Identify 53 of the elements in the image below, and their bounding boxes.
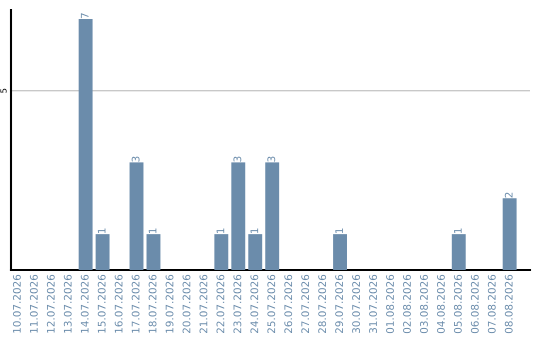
x-tick-label: 06.08.2026 <box>470 274 479 334</box>
bar <box>231 162 246 270</box>
data-label: 7 <box>80 13 88 18</box>
bar <box>130 162 144 270</box>
x-tick-label: 02.08.2026 <box>403 274 411 334</box>
bar <box>452 234 466 270</box>
x-tick-label: 20.07.2026 <box>182 274 190 334</box>
x-tick-label: 12.07.2026 <box>46 274 55 333</box>
x-tick-label: 10.07.2026 <box>12 274 21 333</box>
x-tick-label: 14.07.2026 <box>80 274 89 333</box>
bar <box>502 198 517 270</box>
x-tick-label: 24.07.2026 <box>250 274 258 334</box>
bar <box>96 234 110 270</box>
bar <box>214 234 228 270</box>
data-label: 3 <box>233 156 242 162</box>
x-tick-label: 21.07.2026 <box>199 274 208 334</box>
x-tick-label: 13.07.2026 <box>64 274 72 333</box>
x-tick-label: 29.07.2026 <box>335 274 344 334</box>
x-tick-label: 05.08.2026 <box>454 274 462 334</box>
x-tick-label: 15.07.2026 <box>98 274 106 333</box>
x-tick-label: 30.07.2026 <box>352 274 360 334</box>
bar <box>78 18 93 270</box>
data-label: 2 <box>504 192 513 198</box>
x-tick-label: 22.07.2026 <box>216 274 224 334</box>
x-tick-label: 23.07.2026 <box>233 274 242 334</box>
x-tick-label: 17.07.2026 <box>132 274 140 333</box>
data-label: 1 <box>216 228 224 233</box>
data-label: 1 <box>454 228 462 233</box>
x-tick-label: 07.08.2026 <box>488 274 496 334</box>
x-tick-label: 16.07.2026 <box>114 274 123 333</box>
x-tick-label: 19.07.2026 <box>166 274 174 333</box>
bar <box>146 234 160 270</box>
x-tick-label: 25.07.2026 <box>267 274 276 334</box>
x-tick-label: 31.07.2026 <box>369 274 377 334</box>
y-tick-label: 5 <box>0 88 7 93</box>
data-label: 3 <box>267 156 276 162</box>
x-tick-label: 28.07.2026 <box>318 274 326 334</box>
data-label: 1 <box>98 228 106 233</box>
x-tick-label: 03.08.2026 <box>420 274 428 334</box>
data-label: 1 <box>335 228 343 233</box>
x-tick-label: 04.08.2026 <box>436 274 445 334</box>
x-tick-label: 27.07.2026 <box>301 274 310 334</box>
bar <box>265 162 280 270</box>
x-tick-label: 11.07.2026 <box>30 274 38 333</box>
x-tick-label: 18.07.2026 <box>148 274 156 333</box>
bar <box>248 234 262 270</box>
bar <box>333 234 347 270</box>
data-label: 1 <box>148 228 156 233</box>
data-label: 1 <box>250 228 258 233</box>
x-tick-label: 01.08.2026 <box>386 274 394 334</box>
x-tick-label: 26.07.2026 <box>284 274 292 334</box>
data-label: 3 <box>132 156 140 162</box>
x-tick-label: 08.08.2026 <box>504 274 513 334</box>
